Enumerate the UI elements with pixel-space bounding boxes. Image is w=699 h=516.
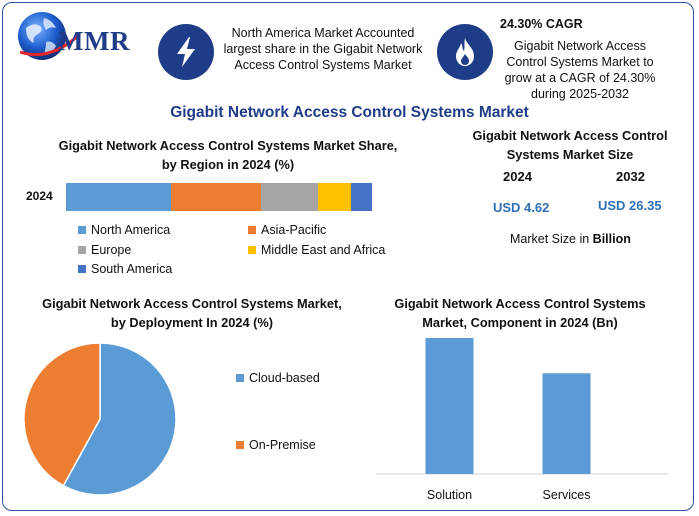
- region-chart-title: Gigabit Network Access Control Systems M…: [58, 138, 398, 172]
- region-bar-category-label: 2024: [26, 189, 53, 203]
- component-bar-chart: Solution Services: [376, 338, 668, 502]
- market-size-title: Gigabit Network Access Control Systems M…: [472, 128, 668, 162]
- stack-segment-middle-east-and-africa: [318, 183, 351, 211]
- legend-label-europe: Europe: [91, 242, 132, 257]
- legend-north-america: North America: [78, 223, 170, 237]
- legend-south-america: South America: [78, 262, 172, 276]
- market-size-unit-note: Market Size in Billion: [510, 232, 631, 246]
- legend-swatch-europe: [78, 245, 86, 254]
- stack-segment-asia-pacific: [171, 183, 261, 211]
- x-tick-label-solution: Solution: [427, 488, 472, 502]
- north-america-share-text: North America Market Accounted largest s…: [223, 26, 423, 72]
- market-size-2032-value: USD 26.35: [598, 198, 662, 213]
- stack-segment-south-america: [351, 183, 372, 211]
- lightning-bolt-icon: [158, 24, 214, 80]
- legend-cloud-based: Cloud-based: [236, 371, 320, 385]
- year-2024-label: 2024: [503, 169, 532, 184]
- legend-label-middle-east-and-africa: Middle East and Africa: [261, 242, 386, 257]
- pie-slice-on-premise: [23, 342, 101, 487]
- cagr-title: 24.30% CAGR: [500, 17, 583, 31]
- legend-label-on-premise: On-Premise: [249, 438, 316, 452]
- component-chart-title: Gigabit Network Access Control Systems M…: [394, 296, 646, 330]
- flame-icon: [437, 24, 493, 80]
- legend-swatch-cloud-based: [236, 374, 244, 382]
- pie-slice-cloud-based: [62, 342, 177, 496]
- legend-label-north-america: North America: [91, 223, 171, 237]
- legend-middle-east-and-africa: Middle East and Africa: [248, 243, 385, 257]
- bar-services: [542, 373, 591, 474]
- main-title: Gigabit Network Access Control Systems M…: [170, 104, 529, 121]
- legend-swatch-on-premise: [236, 441, 244, 449]
- stack-segment-north-america: [66, 183, 171, 211]
- x-tick-label-services: Services: [543, 488, 591, 502]
- market-size-2024-value: USD 4.62: [493, 200, 550, 215]
- legend-swatch-south-america: [78, 265, 86, 273]
- legend-swatch-middle-east-and-africa: [248, 245, 256, 254]
- legend-swatch-asia-pacific: [248, 226, 256, 234]
- legend-label-south-america: South America: [91, 262, 173, 276]
- cagr-description: Gigabit Network Access Control Systems M…: [504, 39, 656, 101]
- stack-segment-europe: [261, 183, 318, 211]
- region-stacked-bar: [66, 183, 372, 211]
- brand-name: MMR: [58, 26, 130, 56]
- market-size-unit-bold: Billion: [592, 232, 631, 246]
- mmr-globe-logo-icon: [18, 12, 82, 60]
- year-2032-label: 2032: [616, 169, 645, 184]
- deployment-chart-title: Gigabit Network Access Control Systems M…: [42, 296, 342, 330]
- market-size-unit-prefix: Market Size in: [510, 232, 593, 246]
- legend-label-asia-pacific: Asia-Pacific: [261, 223, 327, 237]
- legend-swatch-north-america: [78, 226, 86, 234]
- legend-asia-pacific: Asia-Pacific: [248, 223, 326, 237]
- legend-label-cloud-based: Cloud-based: [249, 371, 320, 385]
- legend-on-premise: On-Premise: [236, 438, 316, 452]
- legend-europe: Europe: [78, 243, 131, 257]
- deployment-pie-chart: [23, 342, 177, 496]
- bar-solution: [425, 338, 474, 474]
